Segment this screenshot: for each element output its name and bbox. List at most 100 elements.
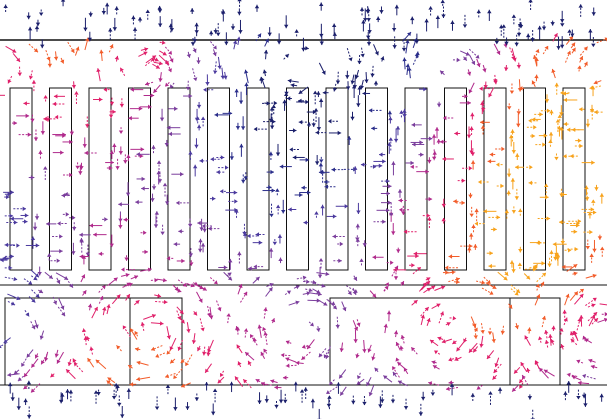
arrow-head: [99, 97, 103, 101]
field-arrow: [277, 33, 281, 44]
arrow-head: [511, 178, 515, 182]
arrow-head: [187, 54, 191, 58]
arrow-head: [197, 105, 201, 109]
field-arrow: [31, 290, 39, 298]
arrow-head: [99, 252, 103, 256]
arrow-head: [178, 229, 182, 233]
arrow-head: [350, 117, 354, 121]
field-arrow: [463, 57, 467, 61]
field-arrow: [234, 89, 238, 97]
arrow-head: [10, 254, 14, 258]
field-arrow: [126, 182, 130, 196]
field-arrow: [384, 324, 388, 333]
arrow-head: [453, 316, 457, 320]
field-arrow: [371, 126, 377, 130]
arrow-head: [284, 25, 288, 29]
arrow-head: [391, 231, 395, 235]
arrow-head: [294, 29, 298, 33]
arrow-head: [69, 284, 73, 288]
arrow-head: [583, 403, 587, 407]
arrow-head: [303, 387, 307, 391]
arrow-head: [241, 126, 245, 130]
field-arrow: [213, 49, 217, 56]
field-arrow: [209, 31, 213, 36]
arrow-head: [79, 238, 83, 242]
field-arrow: [5, 277, 18, 281]
arrow-head: [307, 291, 311, 295]
field-arrow: [21, 213, 29, 217]
field-arrow: [470, 55, 475, 65]
arrow-head: [539, 112, 543, 116]
arrow-head: [110, 160, 114, 164]
arrow-head: [141, 322, 145, 326]
field-arrow: [288, 79, 299, 83]
field-arrow: [217, 301, 222, 312]
arrow-head: [69, 140, 73, 144]
arrow-head: [237, 0, 241, 1]
field-arrow: [369, 108, 382, 112]
field-arrow: [273, 239, 277, 245]
field-arrow: [456, 342, 463, 351]
arrow-head: [157, 160, 161, 164]
arrow-head: [406, 64, 410, 68]
arrow-head: [488, 391, 492, 395]
arrow-head: [387, 191, 391, 195]
field-arrow: [39, 10, 43, 16]
field-arrow: [336, 204, 348, 208]
field-arrow: [527, 125, 537, 129]
arrow-head: [303, 220, 307, 224]
arrow-head: [299, 193, 303, 197]
field-arrow: [120, 406, 124, 418]
field-arrow: [152, 64, 159, 68]
arrow-head: [127, 388, 131, 392]
arrow-head: [104, 217, 108, 221]
arrow-head: [421, 397, 425, 401]
arrow-head: [25, 213, 29, 217]
field-arrow: [535, 142, 545, 146]
field-arrow: [210, 277, 218, 284]
arrow-head: [158, 23, 162, 27]
arrow-head: [157, 294, 161, 298]
arrow-head: [319, 99, 323, 103]
field-arrow: [46, 222, 56, 226]
field-arrow: [197, 125, 201, 131]
field-arrow: [316, 130, 327, 134]
field-arrow: [316, 272, 329, 276]
field-arrow: [193, 311, 197, 315]
arrow-head: [115, 166, 119, 170]
arrow-head: [441, 14, 445, 18]
field-arrow: [117, 396, 121, 407]
field-arrow: [137, 177, 146, 181]
field-arrow: [57, 221, 67, 225]
arrow-head: [410, 165, 414, 169]
field-arrow: [29, 44, 38, 52]
field-arrow: [53, 150, 64, 154]
field-arrow: [200, 318, 205, 331]
arrow-head: [225, 165, 229, 169]
field-arrow: [480, 323, 484, 334]
arrow-head: [118, 225, 122, 229]
field-arrow: [50, 249, 62, 253]
arrow-head: [287, 291, 291, 295]
field-arrow: [38, 150, 42, 158]
field-arrow: [442, 199, 446, 208]
field-arrow: [458, 178, 466, 182]
arrow-head: [299, 90, 303, 94]
field-arrow: [391, 223, 395, 235]
arrow-head: [498, 387, 502, 391]
field-arrow: [594, 80, 602, 84]
field-arrow: [535, 361, 539, 368]
field-arrow: [572, 128, 584, 132]
field-arrow: [21, 359, 26, 367]
arrow-head: [481, 108, 485, 112]
arrow-head: [575, 247, 579, 251]
field-arrow: [158, 72, 162, 82]
field-arrow: [555, 83, 559, 95]
field-arrow: [61, 0, 65, 6]
arrow-head: [591, 365, 595, 369]
field-arrow: [329, 131, 341, 135]
arrow-head: [589, 253, 593, 257]
field-arrow: [30, 115, 34, 123]
field-arrow: [41, 121, 45, 134]
arrow-head: [549, 132, 553, 136]
